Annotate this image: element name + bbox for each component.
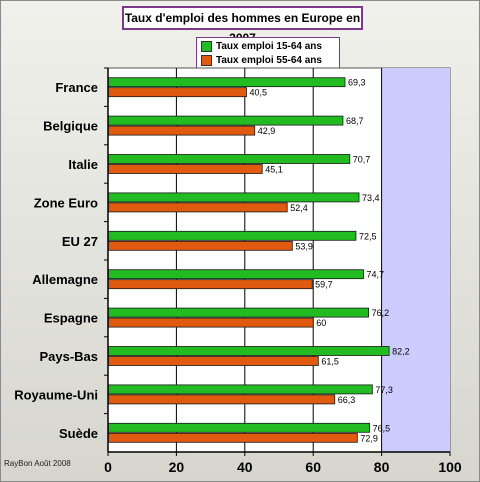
data-label: 53,9 [295, 241, 313, 251]
legend-item-15-64: Taux emploi 15-64 ans [201, 40, 322, 53]
category-label: Royaume-Uni [14, 387, 98, 402]
bar [107, 317, 314, 328]
data-label: 77,3 [375, 385, 393, 395]
category-label: Italie [68, 157, 98, 172]
legend-swatch-15-64 [201, 40, 212, 52]
category-label: Allemagne [32, 272, 98, 287]
data-label: 42,9 [258, 126, 276, 136]
bar [107, 356, 319, 366]
data-label: 70,7 [353, 155, 371, 165]
data-label: 61,5 [321, 357, 339, 367]
bar [107, 394, 336, 405]
legend-label-15-64: Taux emploi 15-64 ans [216, 41, 322, 52]
bar [107, 192, 360, 203]
x-tick-label: 60 [305, 459, 321, 475]
category-label: EU 27 [62, 234, 98, 249]
data-label: 66,3 [338, 395, 356, 405]
x-tick-label: 100 [438, 459, 462, 475]
bar [107, 164, 263, 174]
bar [107, 202, 288, 213]
chart-legend: Taux emploi 15-64 ans Taux emploi 55-64 … [196, 37, 340, 69]
bar [107, 230, 357, 241]
chart-title: Taux d'emploi des hommes en Europe en 20… [122, 6, 363, 45]
bar [107, 240, 293, 251]
data-label: 73,4 [362, 193, 380, 203]
data-label: 74,7 [366, 270, 384, 280]
legend-swatch-55-64 [201, 54, 212, 66]
data-label: 68,7 [346, 116, 364, 126]
bar [107, 346, 390, 356]
data-label: 82,2 [392, 347, 410, 357]
bar [107, 115, 344, 126]
bar [107, 269, 364, 280]
bar [107, 87, 247, 98]
bar [107, 125, 256, 136]
highlight-band [381, 68, 450, 452]
data-label: 60 [316, 318, 326, 328]
bar [107, 279, 313, 290]
data-label: 72,9 [360, 433, 378, 443]
bar [107, 307, 370, 318]
data-label: 45,1 [265, 165, 283, 175]
category-label: Belgique [43, 119, 98, 134]
data-label: 52,4 [290, 203, 308, 213]
category-label: Zone Euro [34, 195, 98, 210]
legend-item-55-64: Taux emploi 55-64 ans [201, 54, 322, 67]
data-label: 40,5 [250, 88, 268, 98]
category-label: Suède [59, 426, 98, 441]
category-label: Pays-Bas [39, 349, 98, 364]
x-tick-label: 40 [237, 459, 253, 475]
x-tick-label: 20 [169, 459, 185, 475]
data-label: 76,2 [372, 308, 390, 318]
category-label: Espagne [44, 311, 98, 326]
bar [107, 422, 371, 433]
x-tick-label: 0 [104, 459, 112, 475]
bar [107, 77, 346, 88]
credit-text: RayBon Août 2008 [4, 459, 71, 468]
data-label: 72,5 [359, 231, 377, 241]
bar [107, 154, 351, 164]
bar [107, 432, 358, 443]
legend-label-55-64: Taux emploi 55-64 ans [216, 55, 322, 66]
data-label: 76,5 [373, 423, 391, 433]
data-label: 59,7 [315, 280, 333, 290]
data-label: 69,3 [348, 78, 366, 88]
bar [107, 384, 373, 395]
category-label: France [55, 80, 98, 95]
x-tick-label: 80 [374, 459, 390, 475]
